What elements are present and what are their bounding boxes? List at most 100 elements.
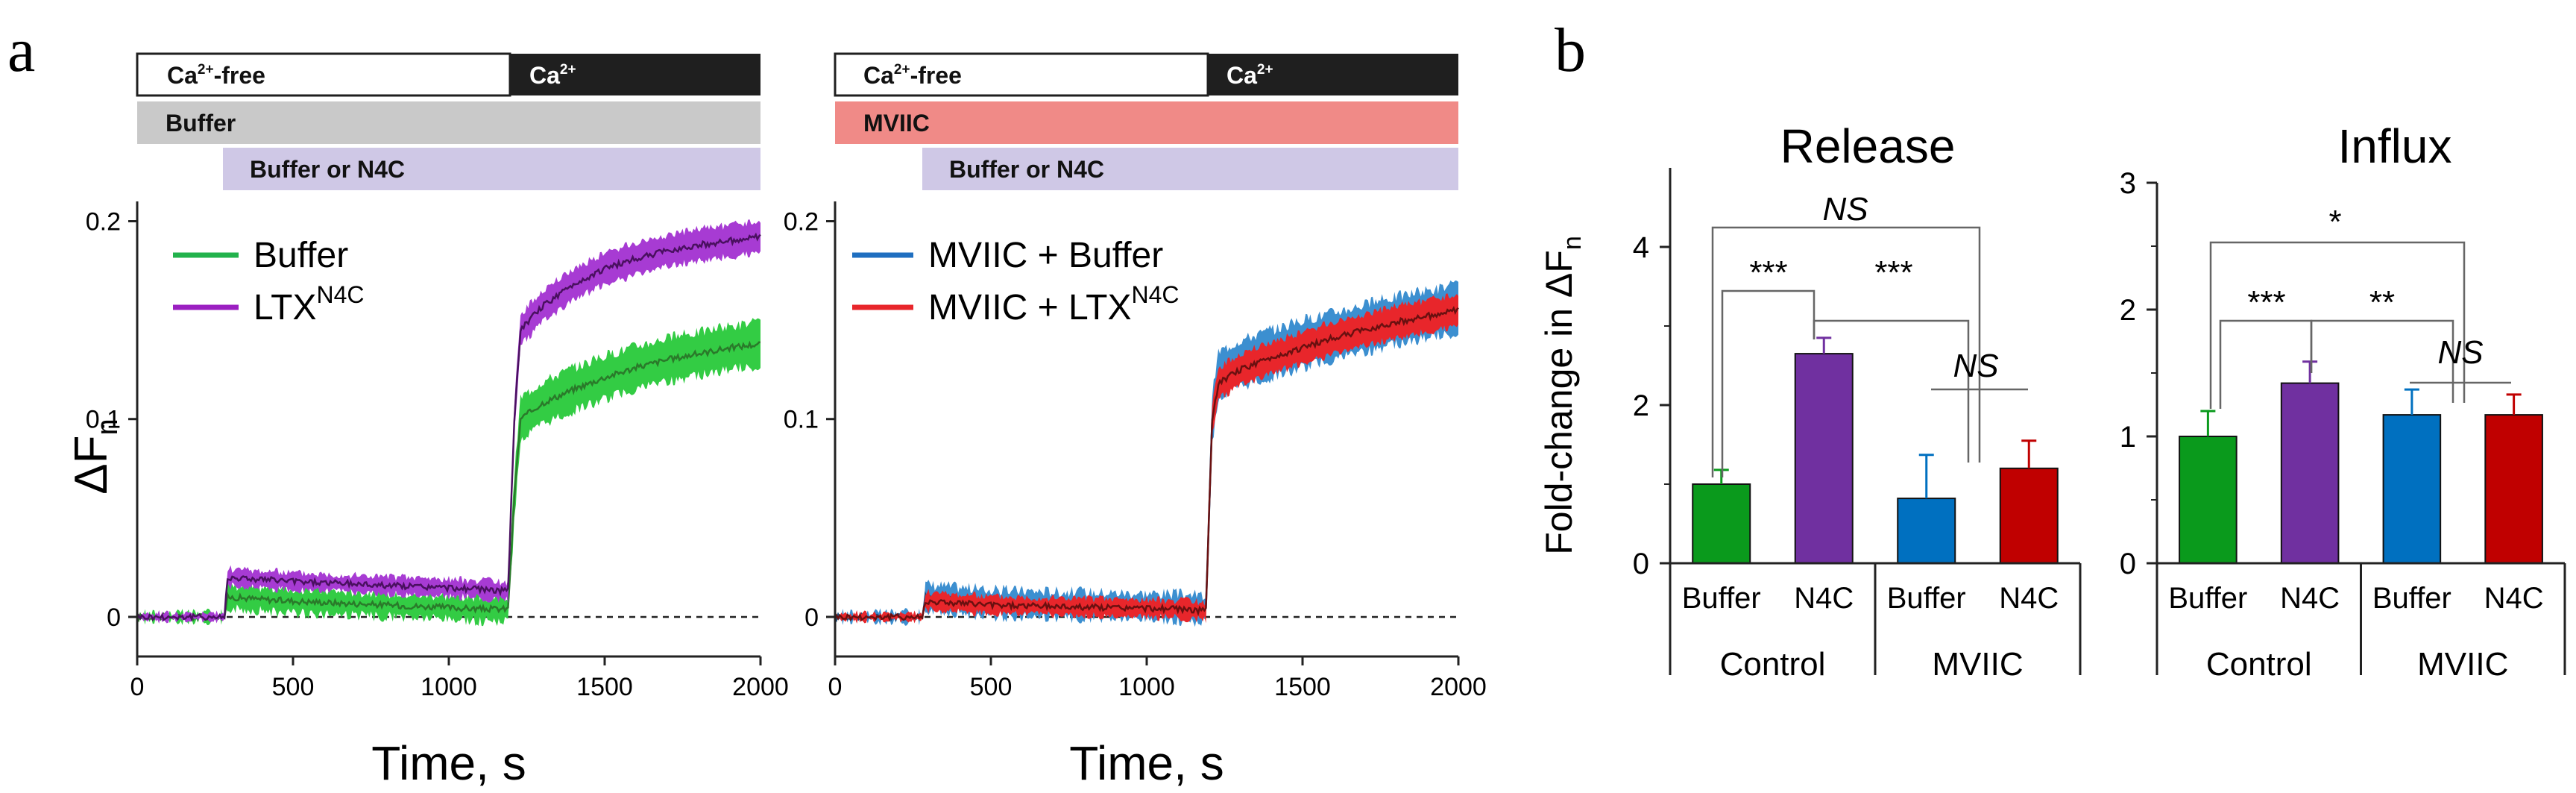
significance-brackets-release <box>1711 226 2028 477</box>
legend-label-mviic-buffer: MVIIC + Buffer <box>928 236 1163 275</box>
y-tick-label: 0 <box>1633 548 1649 580</box>
y-tick-label: 0.1 <box>86 406 121 434</box>
buffer-or-n4c-bar-left <box>223 148 760 190</box>
legend-label-mviic-ltx: MVIIC + LTXN4C <box>928 281 1180 327</box>
y-tick-label: 0.2 <box>86 208 121 236</box>
buffer-or-n4c-label-left: Buffer or N4C <box>250 156 405 183</box>
y-axis-title-fold-change: Fold-change in ΔFn <box>1538 236 1587 555</box>
group-label-mviic: MVIIC <box>2417 646 2508 683</box>
mviic-bar-label-right: MVIIC <box>863 110 930 137</box>
y-tick-label: 2 <box>1633 389 1649 422</box>
group-label-mviic: MVIIC <box>1932 646 2023 683</box>
x-tick-label: 500 <box>272 673 315 701</box>
sig-label-stars-2: *** <box>1874 254 1912 291</box>
x-tick-label: 1500 <box>1274 673 1331 701</box>
category-label: Buffer <box>2168 582 2247 615</box>
y-tick-label: 0.1 <box>784 406 819 434</box>
trace-plot-right: 0 500 1000 1500 2000 0 0.1 0.2 Time, s MVIIC + … <box>784 201 1487 790</box>
series-line-buffer <box>136 340 761 623</box>
category-label: N4C <box>1794 582 1854 615</box>
category-label: Buffer <box>1887 582 1966 615</box>
y-tick-label: 0 <box>2120 548 2136 580</box>
x-tick-label: 1000 <box>1118 673 1175 701</box>
x-tick-label: 2000 <box>1430 673 1487 701</box>
bar-buffer-control <box>1692 483 1751 564</box>
category-label: Buffer <box>1682 582 1761 615</box>
ca-bar-right <box>1208 54 1458 95</box>
protocol-bars-left: Ca2+-free Ca2+ Buffer Buffer or N4C <box>136 52 760 190</box>
bracket-ns-control-vs-mviic-n4c <box>1711 226 1981 477</box>
sig-label-ns-mviic: NS <box>1953 348 1998 384</box>
bracket-n4c-vs-mviic-n4c <box>1813 319 1970 463</box>
bar-n4c-control <box>2280 382 2340 564</box>
ca-label-right: Ca2+ <box>1226 62 1273 89</box>
x-tick-label: 1000 <box>421 673 477 701</box>
series-band-ltx-n4c <box>137 219 760 624</box>
sig-label-stars-influx-1: *** <box>2247 284 2285 321</box>
y-tick-label: 3 <box>2120 167 2136 200</box>
bracket-star-control-vs-mviic <box>2209 241 2466 409</box>
significance-brackets-influx <box>2209 241 2511 409</box>
x-tick-label: 0 <box>130 673 145 701</box>
release-title: Release <box>1780 119 1956 173</box>
y-tick-label: 0 <box>804 604 819 632</box>
sig-label-stars-1: *** <box>1749 254 1787 291</box>
legend-left: Buffer LTXN4C <box>173 236 364 327</box>
y-tick-label: 4 <box>1633 231 1649 264</box>
buffer-bar-left <box>137 101 760 144</box>
category-label: Buffer <box>2372 582 2451 615</box>
buffer-bar-label-left: Buffer <box>166 110 236 137</box>
bar-buffer-mviic <box>2382 414 2442 564</box>
ca-free-label-left: Ca2+-free <box>167 62 265 89</box>
bracket-buffer-vs-n4c <box>1721 289 1816 477</box>
buffer-or-n4c-label-right: Buffer or N4C <box>949 156 1104 183</box>
series-line-mviic-ltx-n4c <box>834 306 1459 623</box>
series-band-mviic-ltx-n4c <box>835 293 1458 624</box>
y-tick-label: 0 <box>107 604 121 632</box>
sig-label-star: * <box>2328 204 2341 240</box>
sig-label-ns-influx: NS <box>2437 334 2483 371</box>
sig-label-ns-top: NS <box>1822 191 1868 228</box>
x-tick-label: 1500 <box>576 673 633 701</box>
panel-label-a: a <box>7 16 35 85</box>
category-label: N4C <box>2280 582 2340 615</box>
ca-free-label-right: Ca2+-free <box>863 62 962 89</box>
bar-buffer-mviic <box>1897 498 1956 565</box>
ca-free-bar-left <box>136 52 511 97</box>
series-line-ltx-n4c <box>136 232 761 623</box>
bar-chart-release: Release Fold-change in ΔFn 0 2 4 NS *** **… <box>1538 119 2082 683</box>
bar-buffer-control <box>2179 436 2238 564</box>
bar-n4c-control <box>1794 353 1854 564</box>
legend-label-ltx: LTXN4C <box>253 281 364 327</box>
x-axis-title-left: Time, s <box>371 736 526 790</box>
category-label: N4C <box>1999 582 2059 615</box>
legend-label-buffer: Buffer <box>253 236 348 275</box>
influx-title: Influx <box>2338 119 2452 173</box>
protocol-bars-right: Ca2+-free Ca2+ MVIIC Buffer or N4C <box>834 52 1458 190</box>
legend-right: MVIIC + Buffer MVIIC + LTXN4C <box>852 236 1180 327</box>
x-tick-label: 500 <box>970 673 1013 701</box>
trace-plot-left: 0 500 1000 1500 2000 0 0.1 0.2 ΔFn Time, s Buff… <box>66 201 789 790</box>
bar-chart-influx: Influx 0 1 2 3 * *** ** NS Buffer N4C Buffer N… <box>2120 119 2566 683</box>
ca-label-left: Ca2+ <box>529 62 576 89</box>
bar-n4c-mviic <box>1999 467 2059 564</box>
group-label-control: Control <box>2206 646 2312 683</box>
buffer-or-n4c-bar-right <box>922 148 1458 190</box>
bar-n4c-mviic <box>2484 414 2543 564</box>
panel-label-b: b <box>1555 16 1586 85</box>
x-tick-label: 0 <box>828 673 843 701</box>
y-tick-label: 2 <box>2120 294 2136 327</box>
x-tick-label: 2000 <box>732 673 789 701</box>
group-label-control: Control <box>1720 646 1826 683</box>
mviic-bar-right <box>835 101 1458 144</box>
series-band-buffer <box>137 318 760 627</box>
ca-bar-left <box>510 54 760 95</box>
category-label: N4C <box>2484 582 2544 615</box>
sig-label-stars-influx-2: ** <box>2369 284 2395 321</box>
y-axis-title-left: ΔFn <box>66 419 124 495</box>
bracket-n4c-vs-mviic-influx <box>2310 319 2454 403</box>
x-axis-title-right: Time, s <box>1069 736 1224 790</box>
y-tick-label: 1 <box>2120 421 2136 454</box>
y-tick-label: 0.2 <box>784 208 819 236</box>
